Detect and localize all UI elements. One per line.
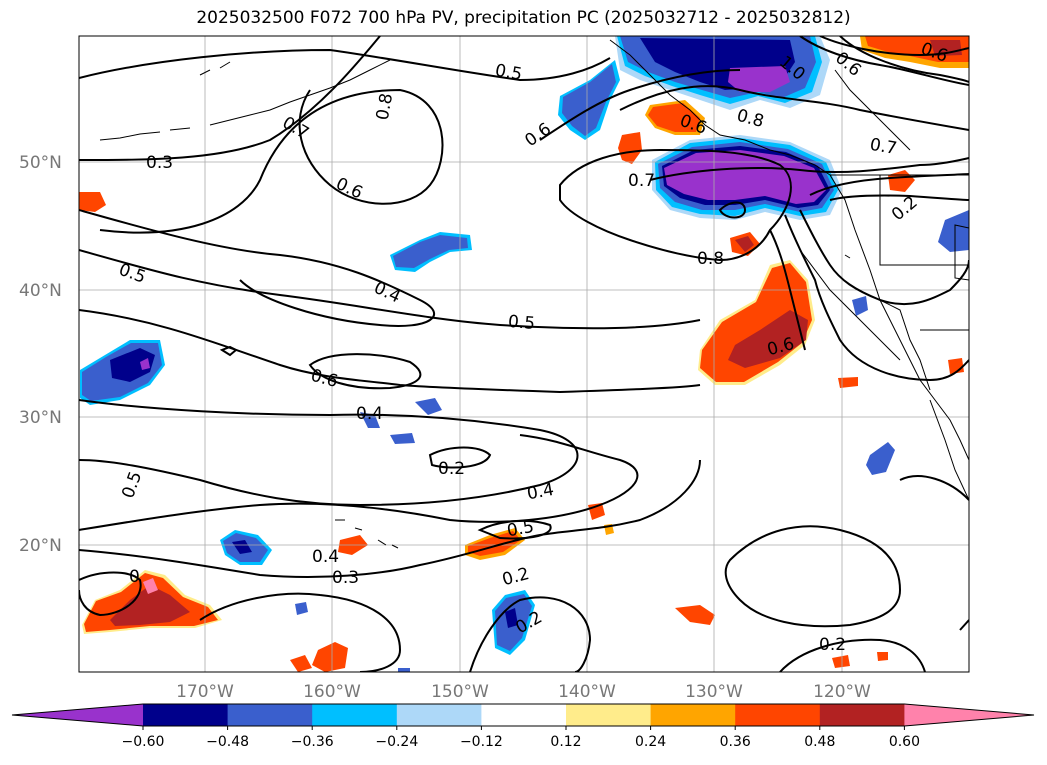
contour-label: 0.5 (505, 517, 535, 541)
lat-label-50n: 50°N (19, 153, 62, 173)
map-title: 2025032500 F072 700 hPa PV, precipitatio… (196, 8, 851, 28)
colorbar-segment (227, 704, 313, 726)
colorbar-tick-label: −0.12 (460, 734, 503, 750)
colorbar-extend-max (904, 704, 1034, 726)
colorbar: −0.60 −0.48 −0.36 −0.24 −0.12 0.12 0.24 0.36 0.4… (11, 703, 1035, 750)
contour-label: 0.5 (507, 312, 536, 334)
colorbar-segment (312, 704, 398, 726)
colorbar-tick-label: 0.24 (635, 734, 666, 750)
colorbar-segment (819, 704, 905, 726)
contour-label: 0.8 (373, 92, 397, 122)
colorbar-tick-label: −0.24 (375, 734, 418, 750)
map-border (78, 35, 970, 673)
colorbar-tick-label: −0.48 (206, 734, 249, 750)
colorbar-tick-label: −0.60 (122, 734, 165, 750)
contour-label: 0.2 (438, 459, 465, 479)
lon-label-130w: 130°W (685, 682, 743, 702)
lat-label-40n: 40°N (19, 281, 62, 301)
lon-label-150w: 150°W (431, 682, 489, 702)
contour-label: 0.4 (356, 404, 383, 424)
colorbar-segment (481, 704, 567, 726)
contour-label: 0 (129, 567, 140, 587)
contour-label: 0.3 (146, 153, 173, 173)
colorbar-segment (735, 704, 821, 726)
colorbar-segment (143, 704, 229, 726)
lon-label-140w: 140°W (558, 682, 616, 702)
contour-label: 0.4 (312, 547, 339, 567)
contour-label: 0.5 (493, 61, 523, 85)
colorbar-tick-label: 0.36 (720, 734, 751, 750)
contour-label: 0.3 (332, 568, 359, 588)
colorbar-tick-label: 0.60 (889, 734, 920, 750)
colorbar-segment (396, 704, 482, 726)
contour-label: 0.4 (525, 480, 555, 504)
lon-label-170w: 170°W (176, 682, 234, 702)
colorbar-segment (650, 704, 736, 726)
colorbar-segment (566, 704, 652, 726)
colorbar-tick-label: −0.36 (291, 734, 334, 750)
lon-label-120w: 120°W (813, 682, 871, 702)
lat-label-30n: 30°N (19, 408, 62, 428)
contour-label: 0.8 (697, 249, 724, 269)
pv-contours (79, 36, 969, 672)
lat-label-20n: 20°N (19, 536, 62, 556)
colorbar-extend-min (12, 704, 143, 726)
coastlines (99, 39, 969, 549)
colorbar-tick-label: 0.12 (550, 734, 581, 750)
contour-label: 0.2 (819, 635, 846, 655)
contour-label: 0.7 (868, 135, 898, 159)
contour-label: 0.7 (628, 171, 655, 191)
precip-shading (79, 36, 969, 672)
colorbar-tick-label: 0.48 (804, 734, 835, 750)
lon-label-160w: 160°W (303, 682, 361, 702)
